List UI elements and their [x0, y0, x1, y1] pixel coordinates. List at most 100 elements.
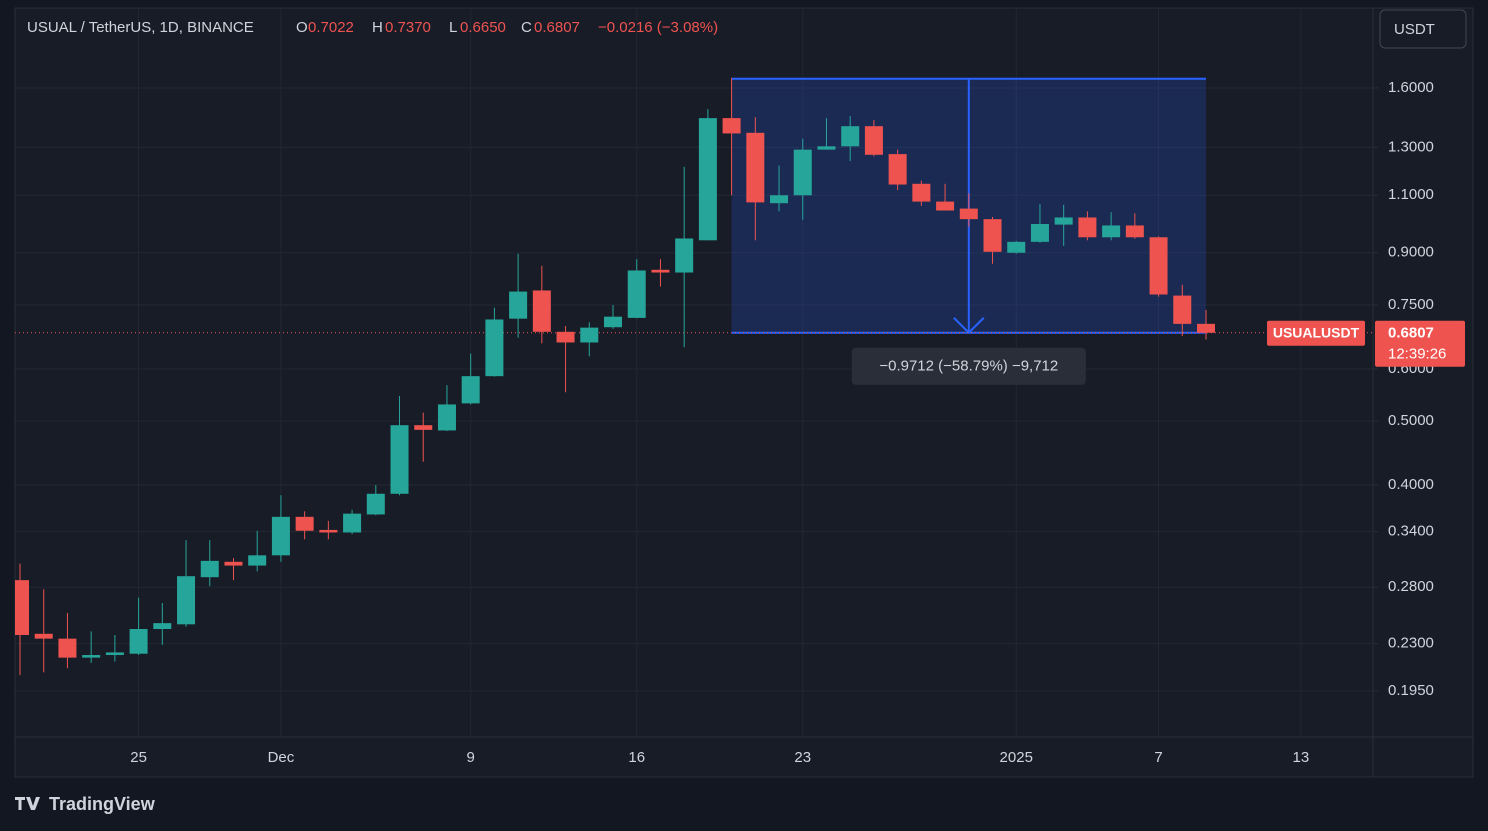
candle-body	[604, 316, 622, 328]
candle-body	[224, 561, 243, 566]
candles	[15, 77, 1215, 676]
candle-body	[841, 126, 860, 147]
candle-body	[651, 269, 670, 273]
candle-body	[793, 149, 812, 196]
grid	[15, 8, 1373, 737]
candle-body	[319, 529, 338, 533]
x-tick-label: 9	[467, 749, 475, 766]
candle-body	[1054, 217, 1073, 225]
candle-body	[271, 516, 290, 556]
candle-body	[177, 576, 196, 625]
candle-body	[864, 126, 883, 155]
candle-body	[129, 629, 148, 654]
candle-body	[105, 652, 124, 656]
high-value: 0.7370	[385, 19, 431, 36]
candle-body	[437, 404, 456, 431]
brand-name: TradingView	[49, 794, 156, 814]
candle-body	[1102, 225, 1121, 238]
logo-icon	[15, 797, 40, 810]
candle-body	[959, 208, 978, 220]
candle-body	[200, 560, 219, 578]
candle-body	[295, 516, 314, 531]
header: USUAL / TetherUS, 1D, BINANCE O 0.7022 H…	[27, 19, 718, 36]
x-tick-label: 23	[794, 749, 811, 766]
currency-label[interactable]: USDT	[1394, 21, 1435, 38]
currency-button[interactable]	[1379, 9, 1467, 49]
candle-body	[1078, 217, 1097, 238]
x-tick-label: 25	[130, 749, 147, 766]
candle-body	[461, 376, 480, 404]
y-tick-label: 1.3000	[1388, 138, 1434, 155]
price-label: 0.6807	[1388, 325, 1434, 342]
y-tick-label: 0.5000	[1388, 412, 1434, 429]
y-tick-label: 0.4000	[1388, 476, 1434, 493]
y-tick-label: 1.1000	[1388, 186, 1434, 203]
candle-body	[698, 118, 717, 241]
measure-arrowhead	[953, 317, 985, 335]
price-label-box	[1375, 320, 1465, 367]
y-tick-label: 0.1950	[1388, 682, 1434, 699]
candle-body	[580, 327, 599, 343]
measure-label-box	[851, 347, 1086, 385]
candle-body	[675, 238, 694, 273]
candle-body	[366, 493, 385, 515]
candle-body	[627, 270, 646, 318]
x-tick-label: 16	[628, 749, 645, 766]
symbol: USUAL / TetherUS, 1D, BINANCE	[27, 19, 254, 36]
chart-panel	[14, 7, 1474, 778]
candle-body	[390, 425, 409, 494]
countdown-label: 12:39:26	[1388, 346, 1446, 363]
symbol-label: USUALUSDT	[1273, 324, 1360, 340]
candle-body	[722, 118, 741, 134]
candle-body	[15, 580, 29, 635]
candle-body	[532, 290, 551, 332]
candle-body	[82, 655, 101, 658]
h-label: H	[372, 19, 383, 36]
measure-label: −0.9712 (−58.79%) −9,712	[879, 358, 1058, 375]
x-tick-label: Dec	[268, 749, 295, 766]
c-label: C	[521, 19, 532, 36]
candle-body	[888, 154, 907, 185]
candle-body	[817, 146, 836, 150]
brand-logo: TradingView	[15, 794, 156, 814]
x-tick-label: 2025	[1000, 749, 1033, 766]
y-tick-label: 0.2800	[1388, 578, 1434, 595]
candle-body	[746, 132, 765, 203]
l-label: L	[449, 19, 457, 36]
candle-body	[343, 513, 362, 533]
candle-body	[485, 319, 504, 377]
y-tick-label: 0.7500	[1388, 296, 1434, 313]
x-tick-label: 13	[1293, 749, 1310, 766]
candle-body	[770, 195, 789, 204]
change-value: −0.0216 (−3.08%)	[598, 19, 718, 36]
symbol-label-box	[1267, 320, 1365, 346]
y-tick-label: 0.9000	[1388, 244, 1434, 261]
candle-body	[58, 638, 77, 658]
candle-body	[34, 633, 53, 639]
candle-body	[556, 331, 575, 343]
candle-body	[1125, 225, 1144, 238]
candle-body	[936, 201, 955, 211]
candle-body	[248, 555, 267, 566]
candle-body	[1030, 224, 1049, 242]
candle-body	[912, 183, 931, 202]
y-tick-label: 1.6000	[1388, 79, 1434, 96]
candle-body	[1149, 237, 1168, 295]
o-label: O	[296, 19, 308, 36]
low-value: 0.6650	[460, 19, 506, 36]
candle-body	[1197, 323, 1215, 333]
y-tick-label: 0.3400	[1388, 523, 1434, 540]
candle-body	[1173, 295, 1192, 324]
candle-body	[153, 623, 172, 630]
candle-body	[983, 219, 1002, 252]
x-tick-label: 7	[1154, 749, 1162, 766]
axes: 1.60001.30001.10000.90000.75000.60000.50…	[130, 79, 1434, 766]
candle-body	[1007, 241, 1026, 253]
candle-body	[414, 425, 433, 430]
candle-body	[509, 291, 528, 319]
open-value: 0.7022	[308, 19, 354, 36]
close-value: 0.6807	[534, 19, 580, 36]
y-tick-label: 0.2300	[1388, 635, 1434, 652]
